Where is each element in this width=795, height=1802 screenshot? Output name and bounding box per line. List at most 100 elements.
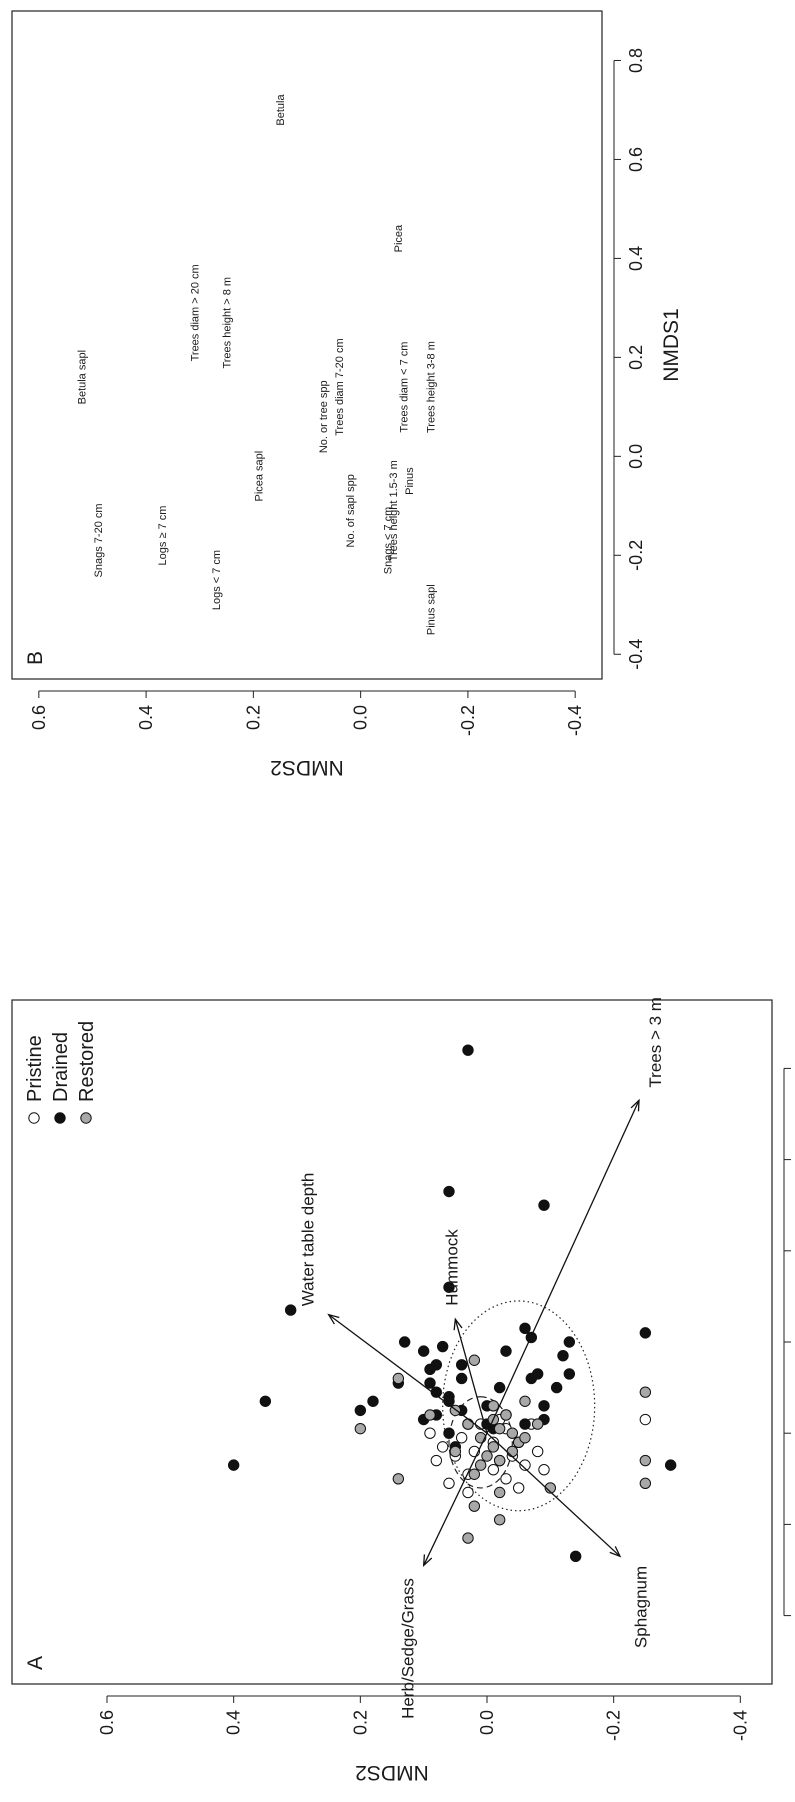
point-drained [462,1044,474,1056]
legend: Pristine Drained Restored [24,1021,98,1124]
point-drained [563,1336,576,1348]
vector-herb-sedge-grass: Herb/Sedge/Grass [399,1432,488,1719]
point-pristine [443,1477,455,1490]
x-tick-label: 0.8 [626,48,646,73]
x-axis-title: NMDS1 [660,308,683,382]
point-restored [468,1500,481,1512]
point-drained [538,1400,550,1412]
vector-sphagnum: Sphagnum [486,1432,650,1648]
point-drained [500,1345,512,1357]
point-restored [639,1386,652,1398]
point-restored [487,1441,500,1453]
vector-arrowhead [630,1098,640,1112]
vector-label: Herb/Sedge/Grass [399,1578,418,1719]
panel-letter: A [24,1656,47,1670]
point-drained [493,1381,506,1394]
point-restored [500,1409,512,1421]
x-tick-label: -0.2 [626,540,646,571]
point-drained [519,1322,531,1335]
point-restored [392,1372,405,1385]
variable-label-pinus: Pinus [404,467,416,495]
legend-marker-restored [80,1112,92,1124]
point-drained [455,1372,468,1385]
point-restored [474,1459,487,1471]
variable-label-trees-height-1-5-3-m: Trees height 1.5-3 m [388,460,400,561]
variable-label-no-of-sapl-spp: No. of sapl spp [345,474,357,547]
point-pristine [424,1427,436,1439]
point-drained [639,1327,652,1339]
vector-arrowhead [327,1313,340,1325]
vector-label: Hummock [443,1229,462,1306]
legend-label: Pristine [24,1035,46,1102]
panel-b: -0.4 -0.2 0.0 0.2 0.4 0.6 0.8 -0.4 -0.2 0.0 0.2 0.4… [11,10,683,779]
vector-line [486,1100,640,1434]
point-pristine [519,1459,531,1471]
point-restored [493,1422,506,1435]
point-drained [284,1304,297,1316]
dashed-ellipse [448,1396,513,1489]
y-tick-label: -0.2 [458,705,478,736]
y-tick-label: 0.4 [136,705,156,730]
vector-line [328,1314,488,1434]
x-tick-label: 0.4 [626,246,646,271]
point-pristine [487,1463,500,1476]
variable-label-no-or-tree-spp: No. or tree spp [318,380,330,453]
point-restored [487,1400,500,1412]
point-restored [506,1445,519,1458]
point-drained [443,1281,455,1293]
y-tick-label: 0.6 [29,705,49,730]
point-restored [519,1432,531,1444]
point-restored [354,1422,367,1435]
point-restored [392,1473,405,1485]
point-drained [519,1418,531,1430]
variable-label-snags-7-20-cm: Snags 7-20 cm [93,503,105,577]
y-tick-label: -0.4 [565,705,585,736]
variable-label-pinus-sapl: Pinus sapl [425,584,437,635]
point-restored [531,1418,544,1430]
point-restored [449,1445,462,1458]
vector-arrowhead [609,1546,622,1558]
x-tick-label: -0.4 [626,639,646,670]
vector-arrowhead [453,1317,463,1331]
point-restored [468,1468,481,1480]
vector-line [454,1319,488,1434]
y-axis-title: NMDS2 [270,756,344,779]
y-tick-label: 0.2 [350,1710,370,1735]
point-drained [259,1395,272,1407]
point-restored [493,1486,506,1499]
y-tick-label: 0.0 [351,705,371,730]
figure-rotated: -0.4 -0.2 0.0 0.2 0.4 0.6 0.8 -0.4 -0.2 0.0 0.2 0.4… [11,10,791,1784]
point-drained [664,1459,677,1471]
point-pristine [531,1445,544,1458]
plot-frame [11,10,603,680]
point-drained [417,1345,430,1357]
point-drained [550,1381,563,1394]
point-restored [519,1395,531,1407]
point-pristine [430,1454,443,1467]
point-restored [506,1427,519,1439]
vector-line [423,1432,488,1566]
point-drained [367,1395,379,1407]
point-restored [468,1354,481,1366]
point-restored [639,1477,652,1490]
legend-marker-drained [54,1112,66,1124]
y-tick-label: 0.2 [243,705,263,730]
point-drained [424,1363,436,1376]
point-restored [493,1514,506,1526]
point-drained [227,1459,240,1471]
vector-hummock: Hummock [443,1229,488,1434]
vector-label: Trees > 3 m [646,997,665,1088]
point-restored [481,1450,493,1462]
vector-label: Sphagnum [631,1566,650,1648]
point-pristine [455,1432,468,1444]
variable-label-trees-diam-20-cm: Trees diam > 20 cm [189,264,201,361]
variable-label-trees-diam-7-20-cm: Trees diam 7-20 cm [334,338,346,435]
x-tick-label: 0.6 [626,147,646,172]
point-drained [569,1550,582,1563]
variable-label-betula-sapl: Betula sapl [77,350,89,404]
point-pristine [512,1482,525,1494]
legend-marker-pristine [28,1112,40,1124]
variable-label-trees-diam-7-cm: Trees diam < 7 cm [399,342,411,433]
vector-line [486,1432,621,1557]
